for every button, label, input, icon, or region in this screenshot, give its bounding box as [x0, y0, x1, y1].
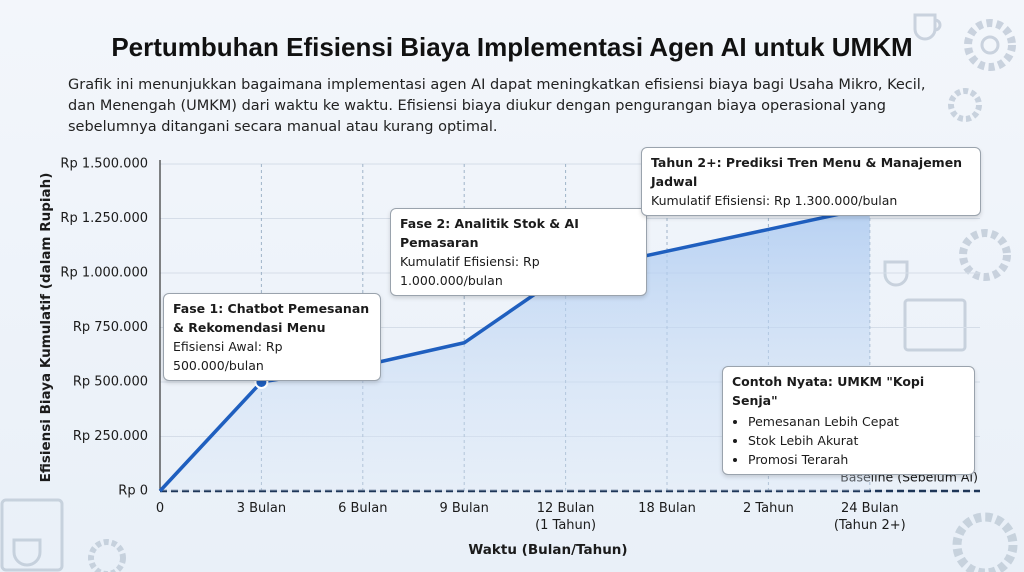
x-tick-label: 0 [155, 501, 165, 516]
chart-title: Pertumbuhan Efisiensi Biaya Implementasi… [111, 32, 913, 62]
y-tick-label: Rp 500.000 [73, 375, 148, 390]
x-tick-label: 12 Bulan (1 Tahun) [535, 501, 597, 533]
x-tick-label: 9 Bulan [439, 501, 489, 516]
x-tick-label: 6 Bulan [338, 501, 388, 516]
example-item: Promosi Terarah [748, 450, 965, 469]
x-tick-label: 24 Bulan (Tahun 2+) [833, 501, 906, 533]
y-tick-label: Rp 1.250.000 [60, 211, 148, 226]
chart-subtitle: Grafik ini menunjukkan bagaimana impleme… [68, 77, 926, 135]
annotation-text: Efisiensi Awal: Rp 500.000/bulan [173, 339, 283, 373]
example-item: Pemesanan Lebih Cepat [748, 412, 965, 431]
y-tick-label: Rp 0 [118, 484, 148, 499]
example-list: Pemesanan Lebih CepatStok Lebih AkuratPr… [732, 412, 965, 469]
annotation-title: Fase 1: Chatbot Pemesanan & Rekomendasi … [173, 301, 370, 335]
annotation-text: Kumulatif Efisiensi: Rp 1.300.000/bulan [651, 193, 898, 208]
example-title: Contoh Nyata: UMKM "Kopi Senja" [732, 374, 925, 408]
annotation-box: Fase 1: Chatbot Pemesanan & Rekomendasi … [163, 293, 381, 381]
y-tick-label: Rp 1.500.000 [60, 157, 148, 172]
annotation-box: Tahun 2+: Prediksi Tren Menu & Manajemen… [641, 147, 981, 216]
x-tick-label: 2 Tahun [742, 501, 794, 516]
y-tick-label: Rp 250.000 [73, 429, 148, 444]
example-item: Stok Lebih Akurat [748, 431, 965, 450]
x-axis-label: Waktu (Bulan/Tahun) [468, 542, 627, 558]
decor [0, 13, 1018, 572]
y-tick-label: Rp 750.000 [73, 320, 148, 335]
annotation-text: Kumulatif Efisiensi: Rp 1.000.000/bulan [400, 254, 540, 288]
x-tick-label: 3 Bulan [236, 501, 287, 516]
annotation-title: Tahun 2+: Prediksi Tren Menu & Manajemen… [651, 155, 963, 189]
annotation-box: Fase 2: Analitik Stok & AI Pemasaran Kumu… [390, 208, 647, 296]
example-box: Contoh Nyata: UMKM "Kopi Senja" Pemesanan… [722, 366, 975, 475]
y-tick-label: Rp 1.000.000 [60, 266, 148, 281]
x-tick-label: 18 Bulan [638, 501, 696, 516]
area [160, 207, 870, 491]
annotation-title: Fase 2: Analitik Stok & AI Pemasaran [400, 216, 579, 250]
y-axis-label: Efisiensi Biaya Kumulatif (dalam Rupiah) [38, 173, 54, 483]
